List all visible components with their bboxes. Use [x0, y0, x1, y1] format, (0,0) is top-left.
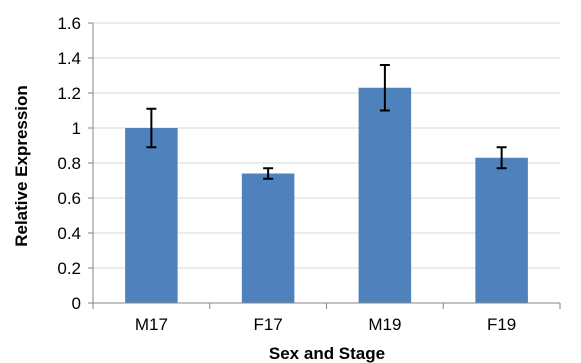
axes: [88, 22, 561, 309]
x-tick-label: F19: [487, 315, 516, 334]
y-axis-title: Relative Expression: [12, 85, 31, 247]
bar-m19: [358, 87, 412, 303]
bar-m17: [125, 128, 178, 303]
y-tick-label: 0.2: [57, 259, 81, 278]
x-tick-label: M17: [135, 315, 168, 334]
y-tick-label: 0.8: [57, 154, 81, 173]
y-tick-label: 0.4: [57, 224, 81, 243]
y-tick-label: 1.2: [57, 84, 81, 103]
y-tick-label: 1: [72, 119, 81, 138]
x-tick-labels: M17 F17 M19 F19: [135, 315, 516, 334]
x-axis-title: Sex and Stage: [269, 344, 385, 363]
y-tick-label: 0.6: [57, 189, 81, 208]
x-tick-label: F17: [253, 315, 282, 334]
y-tick-label: 1.4: [57, 49, 81, 68]
y-tick-label: 0: [72, 294, 81, 313]
bar-f17: [241, 173, 295, 303]
bars: [125, 87, 528, 303]
bar-f19: [475, 157, 528, 303]
y-tick-label: 1.6: [57, 14, 81, 33]
error-bars: [146, 64, 507, 180]
x-tick-label: M19: [368, 315, 401, 334]
y-tick-labels: 0 0.2 0.4 0.6 0.8 1 1.2 1.4 1.6: [57, 14, 81, 313]
